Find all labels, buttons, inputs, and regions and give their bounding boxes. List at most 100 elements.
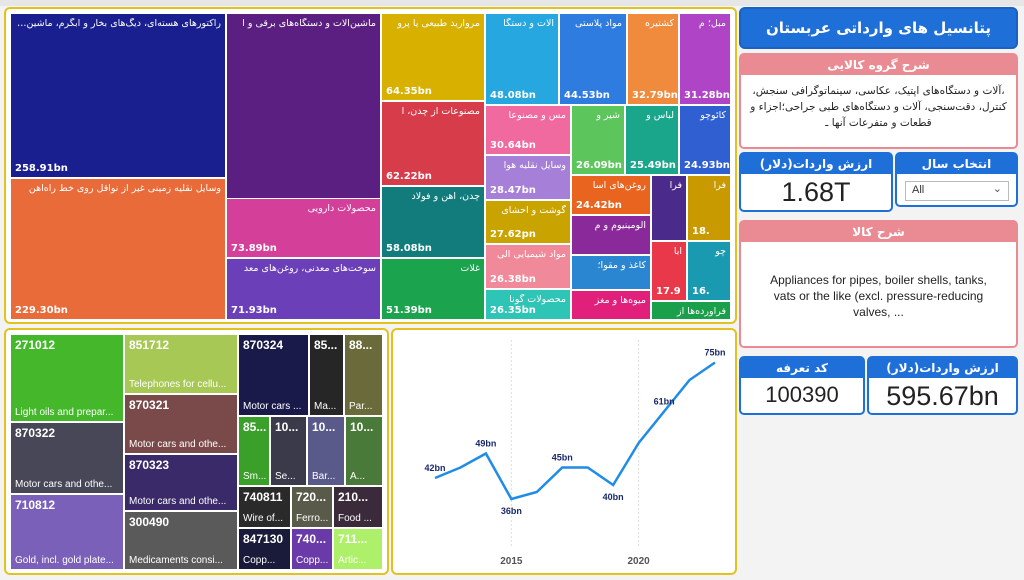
hs-code-label: 88... [349, 338, 373, 352]
category-tile[interactable]: چو 16. [687, 241, 731, 301]
category-tile[interactable]: مصنوعات از چدن، آ 62.22bn [381, 101, 485, 186]
category-label: سوخت‌های معدنی، روغن‌های معد [243, 263, 376, 274]
category-label: مواد پلاستی [575, 18, 622, 29]
group-desc-text: ،آلات و دستگاه‌های اپتیک، عکاسی، سینماتو… [750, 85, 1007, 129]
hs-code-desc: Bar... [312, 471, 336, 482]
import-value-card: ارزش واردات(دلار) 1.68T [739, 152, 893, 212]
category-label: کائوچو [700, 110, 726, 121]
hs-code-label: 847130 [243, 532, 284, 546]
category-tile[interactable]: لباس و 25.49bn [625, 105, 679, 175]
hs-code-tile[interactable]: 720... Ferro... [291, 486, 333, 528]
category-label: گوشت و احشای [501, 205, 566, 216]
hs-code-desc: Sm... [243, 471, 267, 482]
category-tile[interactable]: چدن، آهن و فولاد 58.08bn [381, 186, 485, 258]
category-label: فرآورده‌ها از [677, 306, 726, 317]
category-tile[interactable]: آلات و دستگا 48.08bn [485, 13, 559, 105]
goods-desc-text: Appliances for pipes, boiler shells, tan… [770, 273, 987, 319]
category-value: 73.89bn [231, 243, 277, 254]
category-tile[interactable]: مروارید طبیعی یا پرو 64.35bn [381, 13, 485, 101]
category-tile[interactable]: وسایل نقلیه هوا 28.47bn [485, 155, 571, 200]
category-tile[interactable]: شیر و 26.09bn [571, 105, 625, 175]
category-tile[interactable]: وسایل نقلیه زمینی غیر از نواقل روی خط را… [10, 178, 226, 320]
hs-code-tile[interactable]: 847130 Copp... [238, 528, 291, 570]
category-value: 27.62pn [490, 229, 536, 240]
category-tile[interactable]: راکتورهای هسته‌ای، دیگ‌های بخار و آبگرم،… [10, 13, 226, 178]
category-value: 31.28bn [684, 90, 730, 101]
category-tile[interactable]: مس و مصنوعا 30.64bn [485, 105, 571, 155]
hs-code-tile[interactable]: 85... Sm... [238, 416, 270, 486]
category-treemap: راکتورهای هسته‌ای، دیگ‌های بخار و آبگرم،… [4, 7, 737, 324]
hs-code-label: 720... [296, 490, 327, 504]
hs-code-tile[interactable]: 870324 Motor cars ... [238, 334, 309, 416]
data-label: 75bn [704, 348, 725, 358]
category-value: 18. [692, 226, 710, 237]
hs-code-desc: Artic... [338, 555, 367, 566]
hs-code-desc: Food ... [338, 513, 372, 524]
category-value: 62.22bn [386, 171, 432, 182]
hs-code-tile[interactable]: 870322 Motor cars and othe... [10, 422, 124, 494]
hs-code-tile[interactable]: 10... Bar... [307, 416, 345, 486]
tariff-code-header: کد تعرفه [741, 358, 863, 378]
category-label: آلات و دستگا [503, 18, 554, 29]
line-chart-svg: 2015 2020 42bn 49bn 36bn 45bn 40bn 61bn 75bn [424, 340, 726, 567]
category-value: 24.42bn [576, 200, 622, 211]
hs-code-desc: Medicaments consi... [129, 555, 223, 566]
hs-code-label: 870321 [129, 398, 170, 412]
category-tile[interactable]: مواد پلاستی 44.53bn [559, 13, 627, 105]
year-select[interactable]: All ⌄ [905, 181, 1009, 201]
category-tile[interactable]: گوشت و احشای 27.62pn [485, 200, 571, 244]
category-tile[interactable]: روغن‌های اسا 24.42bn [571, 175, 651, 215]
hs-code-tile[interactable]: 870321 Motor cars and othe... [124, 394, 238, 454]
category-label: وسایل نقلیه هوا [503, 160, 566, 171]
category-tile[interactable]: سوخت‌های معدنی، روغن‌های معد 71.93bn [226, 258, 381, 320]
category-tile[interactable]: فرآورده‌ها از [651, 301, 731, 320]
hs-code-tile[interactable]: 851712 Telephones for cellu... [124, 334, 238, 394]
hs-code-tile[interactable]: 271012 Light oils and prepar... [10, 334, 124, 422]
hs-code-tile[interactable]: 300490 Medicaments consi... [124, 511, 238, 570]
hs-code-tile[interactable]: 740... Copp... [291, 528, 333, 570]
category-tile[interactable]: مواد شیمیایی آلی 26.38bn [485, 244, 571, 289]
hs-code-label: 870324 [243, 338, 284, 352]
category-tile[interactable]: محصولات گونا 26.35bn [485, 289, 571, 320]
category-tile[interactable]: کائوچو 24.93bn [679, 105, 731, 175]
hs-code-desc: Light oils and prepar... [15, 407, 114, 418]
hs-code-tile[interactable]: 740811 Wire of... [238, 486, 291, 528]
category-value: 30.64bn [490, 140, 536, 151]
category-tile[interactable]: فرآ [651, 175, 687, 241]
import-value2: 595.67bn [886, 381, 999, 411]
category-label: روغن‌های اسا [592, 180, 646, 191]
hs-code-tile[interactable]: 10... A... [345, 416, 383, 486]
category-label: میوه‌ها و مغز [594, 295, 646, 306]
hs-code-tile[interactable]: 210... Food ... [333, 486, 383, 528]
hs-code-tile[interactable]: 870323 Motor cars and othe... [124, 454, 238, 511]
category-tile[interactable]: آلومینیوم و م [571, 215, 651, 255]
hs-code-label: 10... [312, 420, 336, 434]
import-value-header: ارزش واردات(دلار) [741, 154, 891, 174]
category-label: مواد شیمیایی آلی [496, 249, 566, 260]
category-tile[interactable]: ابا 17.9 [651, 241, 687, 301]
category-tile[interactable]: غلات 51.39bn [381, 258, 485, 320]
category-tile[interactable]: کشتیره 32.79bn [627, 13, 679, 105]
hs-code-tile[interactable]: 710812 Gold, incl. gold plate... [10, 494, 124, 570]
category-value: 32.79bn [632, 90, 678, 101]
category-tile[interactable]: میوه‌ها و مغز [571, 290, 651, 320]
hs-code-tile[interactable]: 10... Se... [270, 416, 307, 486]
hs-code-desc: Telephones for cellu... [129, 379, 227, 390]
hs-code-desc: Motor cars and othe... [129, 496, 227, 507]
hs-code-tile[interactable]: 88... Par... [344, 334, 383, 416]
category-label: آلومینیوم و م [594, 220, 646, 231]
category-tile[interactable]: فرآ 18. [687, 175, 731, 241]
category-label: کشتیره [645, 18, 674, 29]
category-value: 25.49bn [630, 160, 676, 171]
x-tick-label: 2015 [500, 556, 523, 567]
hs-code-treemap: 271012 Light oils and prepar... 851712 Tele… [4, 328, 389, 575]
hs-code-desc: Motor cars ... [243, 401, 302, 412]
hs-code-tile[interactable]: 711... Artic... [333, 528, 383, 570]
hs-code-tile[interactable]: 85... Ma... [309, 334, 344, 416]
category-tile[interactable]: مبل؛ م 31.28bn [679, 13, 731, 105]
category-label: ماشین‌آلات و دستگاه‌های برقی و ا [242, 18, 376, 29]
category-value: 17.9 [656, 286, 681, 297]
category-value: 48.08bn [490, 90, 536, 101]
category-tile[interactable]: کاغذ و مقوا؛ [571, 255, 651, 290]
category-tile[interactable]: محصولات دارویی 73.89bn [226, 198, 381, 258]
